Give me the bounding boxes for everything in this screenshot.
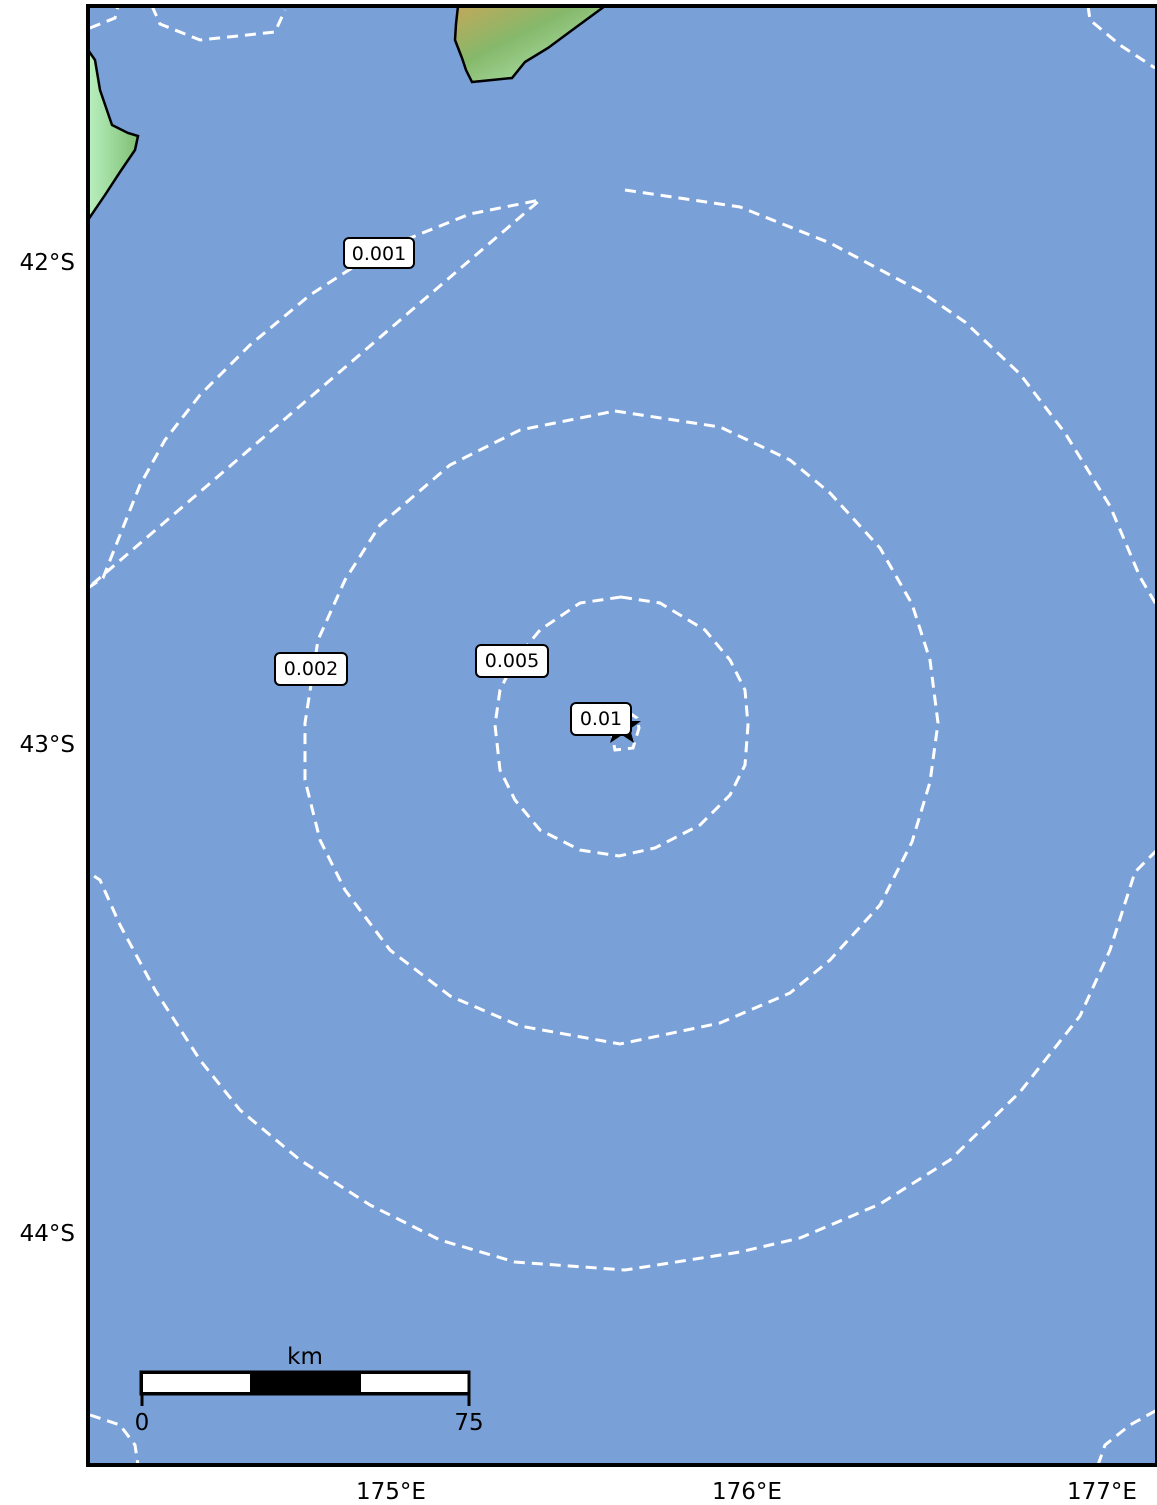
- lat-tick-label: 43°S: [20, 732, 75, 758]
- contour-0.001: [88, 188, 1157, 1272]
- map-frame: [86, 4, 1157, 1467]
- scale-bar: km 0 75: [135, 1344, 484, 1436]
- contour-label-0.002: 0.002: [274, 652, 348, 686]
- scale-bar-end: 75: [454, 1410, 483, 1436]
- land-top: [453, 6, 608, 84]
- lon-tick-label: 176°E: [712, 1479, 782, 1505]
- lat-tick-label: 42°S: [20, 250, 75, 276]
- contour-corner-top-left: [89, 6, 287, 42]
- contour-label-0.005: 0.005: [475, 644, 549, 678]
- contour-corner-bottom-right: [1096, 1408, 1157, 1465]
- land-left: [88, 47, 140, 223]
- lat-tick-label: 44°S: [20, 1221, 75, 1247]
- svg-text:0.01: 0.01: [580, 708, 622, 730]
- svg-text:0.002: 0.002: [284, 658, 338, 680]
- lon-tick-label: 177°E: [1067, 1479, 1137, 1505]
- scale-bar-unit: km: [287, 1344, 323, 1370]
- contour-corner-top-right: [1086, 6, 1156, 70]
- scale-bar-start: 0: [135, 1410, 150, 1436]
- svg-text:0.001: 0.001: [352, 243, 406, 265]
- contour-0.005: [493, 595, 750, 858]
- contour-corner-bottom-left: [89, 1413, 140, 1465]
- contour-0.002: [303, 409, 940, 1046]
- svg-text:0.005: 0.005: [485, 650, 539, 672]
- contour-label-0.01: 0.01: [570, 702, 632, 736]
- contour-label-0.001: 0.001: [343, 237, 415, 269]
- lon-tick-label: 175°E: [356, 1479, 426, 1505]
